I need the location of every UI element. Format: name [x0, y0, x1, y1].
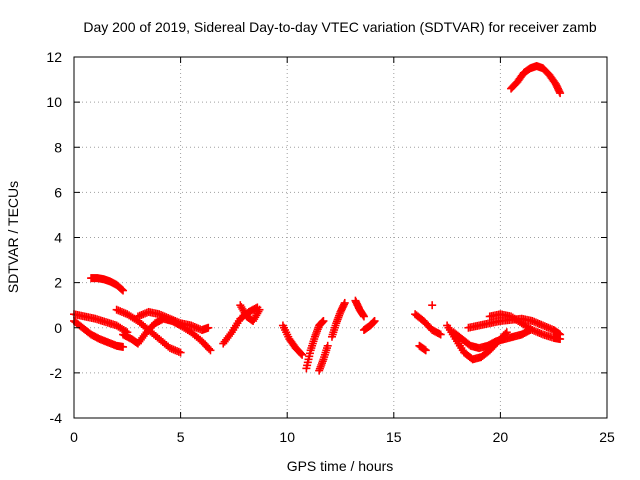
x-tick-label: 25 — [599, 429, 615, 445]
data-point — [298, 350, 307, 359]
data-point — [206, 346, 215, 355]
chart-title: Day 200 of 2019, Sidereal Day-to-day VTE… — [83, 19, 596, 35]
x-tick-label: 15 — [386, 429, 402, 445]
y-tick-label: -2 — [50, 365, 63, 381]
axis-ticks — [73, 56, 608, 419]
plot-frame — [73, 56, 608, 419]
data-point — [255, 305, 264, 314]
data-point — [556, 335, 565, 344]
data-point-interp — [117, 285, 126, 294]
data-point — [119, 342, 128, 351]
x-tick-label: 10 — [279, 429, 295, 445]
y-tick-label: 10 — [46, 94, 62, 110]
y-tick-label: 6 — [54, 184, 62, 200]
data-point — [119, 286, 128, 295]
data-point-interp — [297, 349, 306, 358]
data-point — [323, 341, 332, 350]
data-point — [204, 323, 213, 332]
data-point — [556, 89, 565, 98]
y-tick-label: 12 — [46, 49, 62, 65]
data-point — [340, 298, 349, 307]
grid-layer — [74, 57, 607, 418]
y-tick-label: -4 — [50, 410, 63, 426]
data-points — [70, 62, 565, 375]
y-tick-label: 4 — [54, 230, 62, 246]
data-point — [421, 346, 430, 355]
data-point — [359, 312, 368, 321]
y-tick-label: 2 — [54, 275, 62, 291]
data-point — [428, 301, 437, 310]
y-axis-label: SDTVAR / TECUs — [5, 181, 21, 293]
data-point — [319, 316, 328, 325]
x-tick-label: 0 — [70, 429, 78, 445]
x-tick-label: 20 — [493, 429, 509, 445]
x-tick-label: 5 — [177, 429, 185, 445]
data-point-interp — [205, 344, 214, 353]
y-tick-label: 0 — [54, 320, 62, 336]
data-point — [370, 316, 379, 325]
y-tick-label: 8 — [54, 139, 62, 155]
tick-labels: 0 5 10 15 20 25 -4 -2 0 2 4 6 8 10 12 — [46, 49, 615, 445]
x-axis-label: GPS time / hours — [287, 458, 394, 474]
data-point — [176, 348, 185, 357]
data-point — [436, 330, 445, 339]
